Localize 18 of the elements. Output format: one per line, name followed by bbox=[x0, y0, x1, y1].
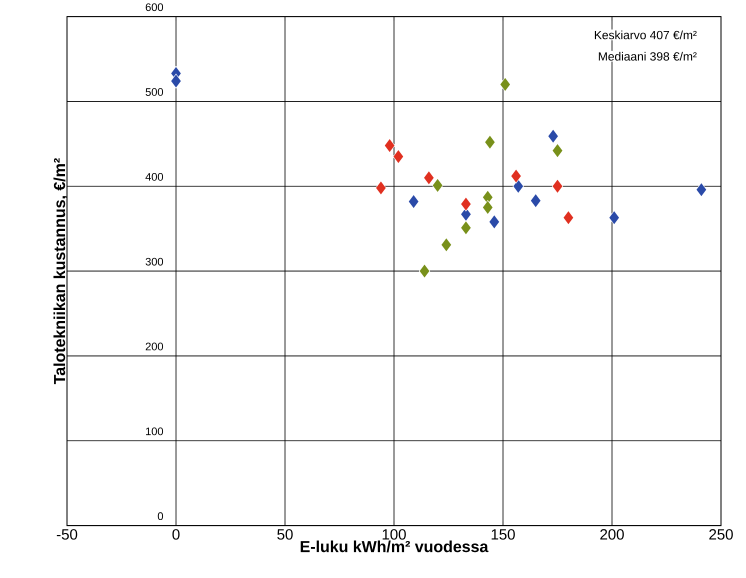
annotation: Mediaani 398 €/m² bbox=[598, 52, 697, 61]
y-tick-label: 500 bbox=[146, 88, 164, 96]
x-tick-label: 50 bbox=[277, 529, 293, 540]
x-tick-label: 200 bbox=[600, 529, 624, 540]
y-tick-label: 600 bbox=[146, 4, 164, 12]
annotation: Keskiarvo 407 €/m² bbox=[594, 30, 697, 40]
x-tick-label: 0 bbox=[172, 529, 180, 540]
y-tick-label: 200 bbox=[146, 342, 164, 351]
y-tick-label: 300 bbox=[146, 258, 164, 266]
x-axis-title: E-luku kWh/m² vuodessa bbox=[300, 540, 488, 553]
y-tick-label: 100 bbox=[146, 428, 164, 436]
x-tick-label: 100 bbox=[382, 529, 406, 540]
y-tick-label: 0 bbox=[158, 512, 164, 520]
y-tick-label: 400 bbox=[145, 173, 164, 181]
x-tick-label: 250 bbox=[709, 529, 733, 540]
y-axis-title: Talotekniikan kustannus, €/m² bbox=[53, 158, 68, 384]
x-tick-label: 150 bbox=[492, 529, 515, 540]
x-tick-label: -50 bbox=[56, 529, 78, 540]
